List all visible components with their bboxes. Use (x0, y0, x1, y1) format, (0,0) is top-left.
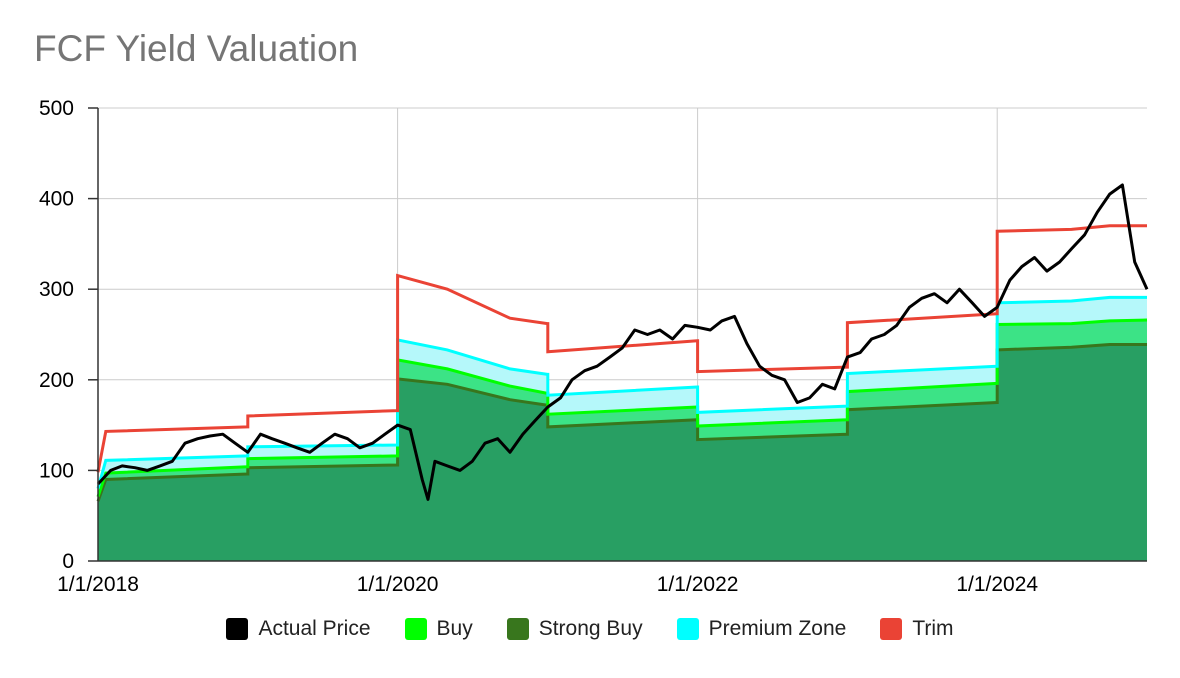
legend-item: Actual Price (226, 617, 371, 641)
x-tick-label: 1/1/2020 (357, 573, 439, 596)
x-tick-label: 1/1/2022 (657, 573, 739, 596)
y-tick-label: 500 (39, 97, 74, 120)
legend-label: Premium Zone (708, 617, 847, 640)
x-tick-label: 1/1/2018 (57, 573, 139, 596)
legend-label: Strong Buy (538, 617, 643, 640)
legend-item: Buy (404, 617, 473, 641)
legend-swatch (506, 618, 529, 640)
y-tick-label: 300 (39, 278, 74, 301)
trim-line (96, 224, 1147, 473)
chart-title: FCF Yield Valuation (34, 28, 359, 69)
premium-zone-line (96, 295, 1147, 489)
legend-label: Buy (436, 617, 473, 640)
legend-swatch (880, 618, 903, 640)
actual-price-line (96, 183, 1149, 501)
y-tick-label: 0 (62, 550, 74, 573)
x-tick-label: 1/1/2024 (956, 573, 1038, 596)
legend-label: Actual Price (258, 617, 371, 640)
band-layer (98, 297, 1147, 561)
y-tick-label: 400 (39, 188, 74, 211)
buy-line (96, 318, 1148, 498)
y-tick-label: 100 (39, 459, 74, 482)
legend-swatch (676, 618, 699, 640)
legend: Actual Price Buy Strong Buy Premium Zone Tri… (0, 617, 1180, 641)
y-tick-label: 200 (39, 369, 74, 392)
line-layer (96, 183, 1149, 502)
legend-item: Strong Buy (506, 617, 643, 641)
legend-label: Trim (912, 617, 954, 640)
legend-swatch (226, 618, 249, 640)
legend-item: Premium Zone (676, 617, 847, 641)
strong-buy-band (98, 344, 1147, 561)
axis-layer: 0 100 200 300 400 500 1/1/2018 1/1/2020 1/1/2022… (39, 97, 1147, 596)
legend-item: Trim (880, 617, 954, 641)
legend-swatch (404, 618, 427, 640)
